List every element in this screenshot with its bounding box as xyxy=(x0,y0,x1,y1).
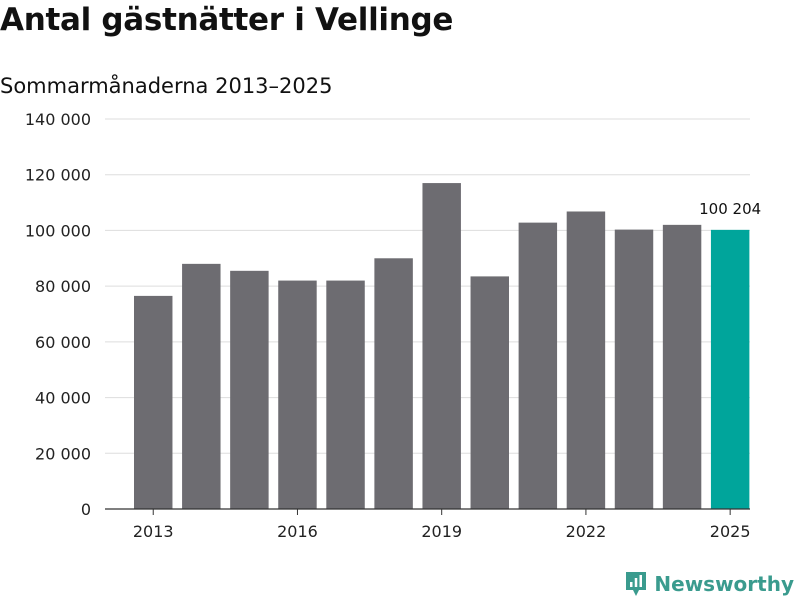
bar xyxy=(326,280,365,509)
bar xyxy=(182,263,221,509)
x-tick-label: 2016 xyxy=(277,522,318,541)
newsworthy-logo-icon xyxy=(626,572,647,596)
data-label: 100 204 xyxy=(699,200,761,218)
y-tick-label: 80 000 xyxy=(35,277,91,296)
bar xyxy=(710,229,750,509)
x-tick-label: 2013 xyxy=(133,522,174,541)
x-tick-label: 2025 xyxy=(710,522,751,541)
y-tick-label: 40 000 xyxy=(35,389,91,408)
bar xyxy=(230,270,269,509)
bar xyxy=(422,183,461,510)
y-tick-label: 60 000 xyxy=(35,333,91,352)
x-tick-label: 2019 xyxy=(421,522,462,541)
bar xyxy=(662,224,702,509)
x-tick-label: 2022 xyxy=(566,522,607,541)
bar xyxy=(470,276,509,509)
y-tick-label: 140 000 xyxy=(25,110,91,129)
y-tick-label: 20 000 xyxy=(35,444,91,463)
brand-name: Newsworthy xyxy=(654,572,794,596)
bar xyxy=(518,222,558,509)
chart-subtitle: Sommarmånaderna 2013–2025 xyxy=(0,74,333,98)
y-tick-label: 0 xyxy=(81,500,91,519)
bar xyxy=(614,229,654,510)
bar xyxy=(374,258,413,509)
brand-logo: Newsworthy xyxy=(624,570,794,598)
y-tick-label: 120 000 xyxy=(25,166,91,185)
chart-title: Antal gästnätter i Vellinge xyxy=(0,2,454,38)
bar xyxy=(134,295,173,509)
bar xyxy=(278,280,317,509)
y-tick-label: 100 000 xyxy=(25,221,91,240)
bar xyxy=(566,211,606,509)
